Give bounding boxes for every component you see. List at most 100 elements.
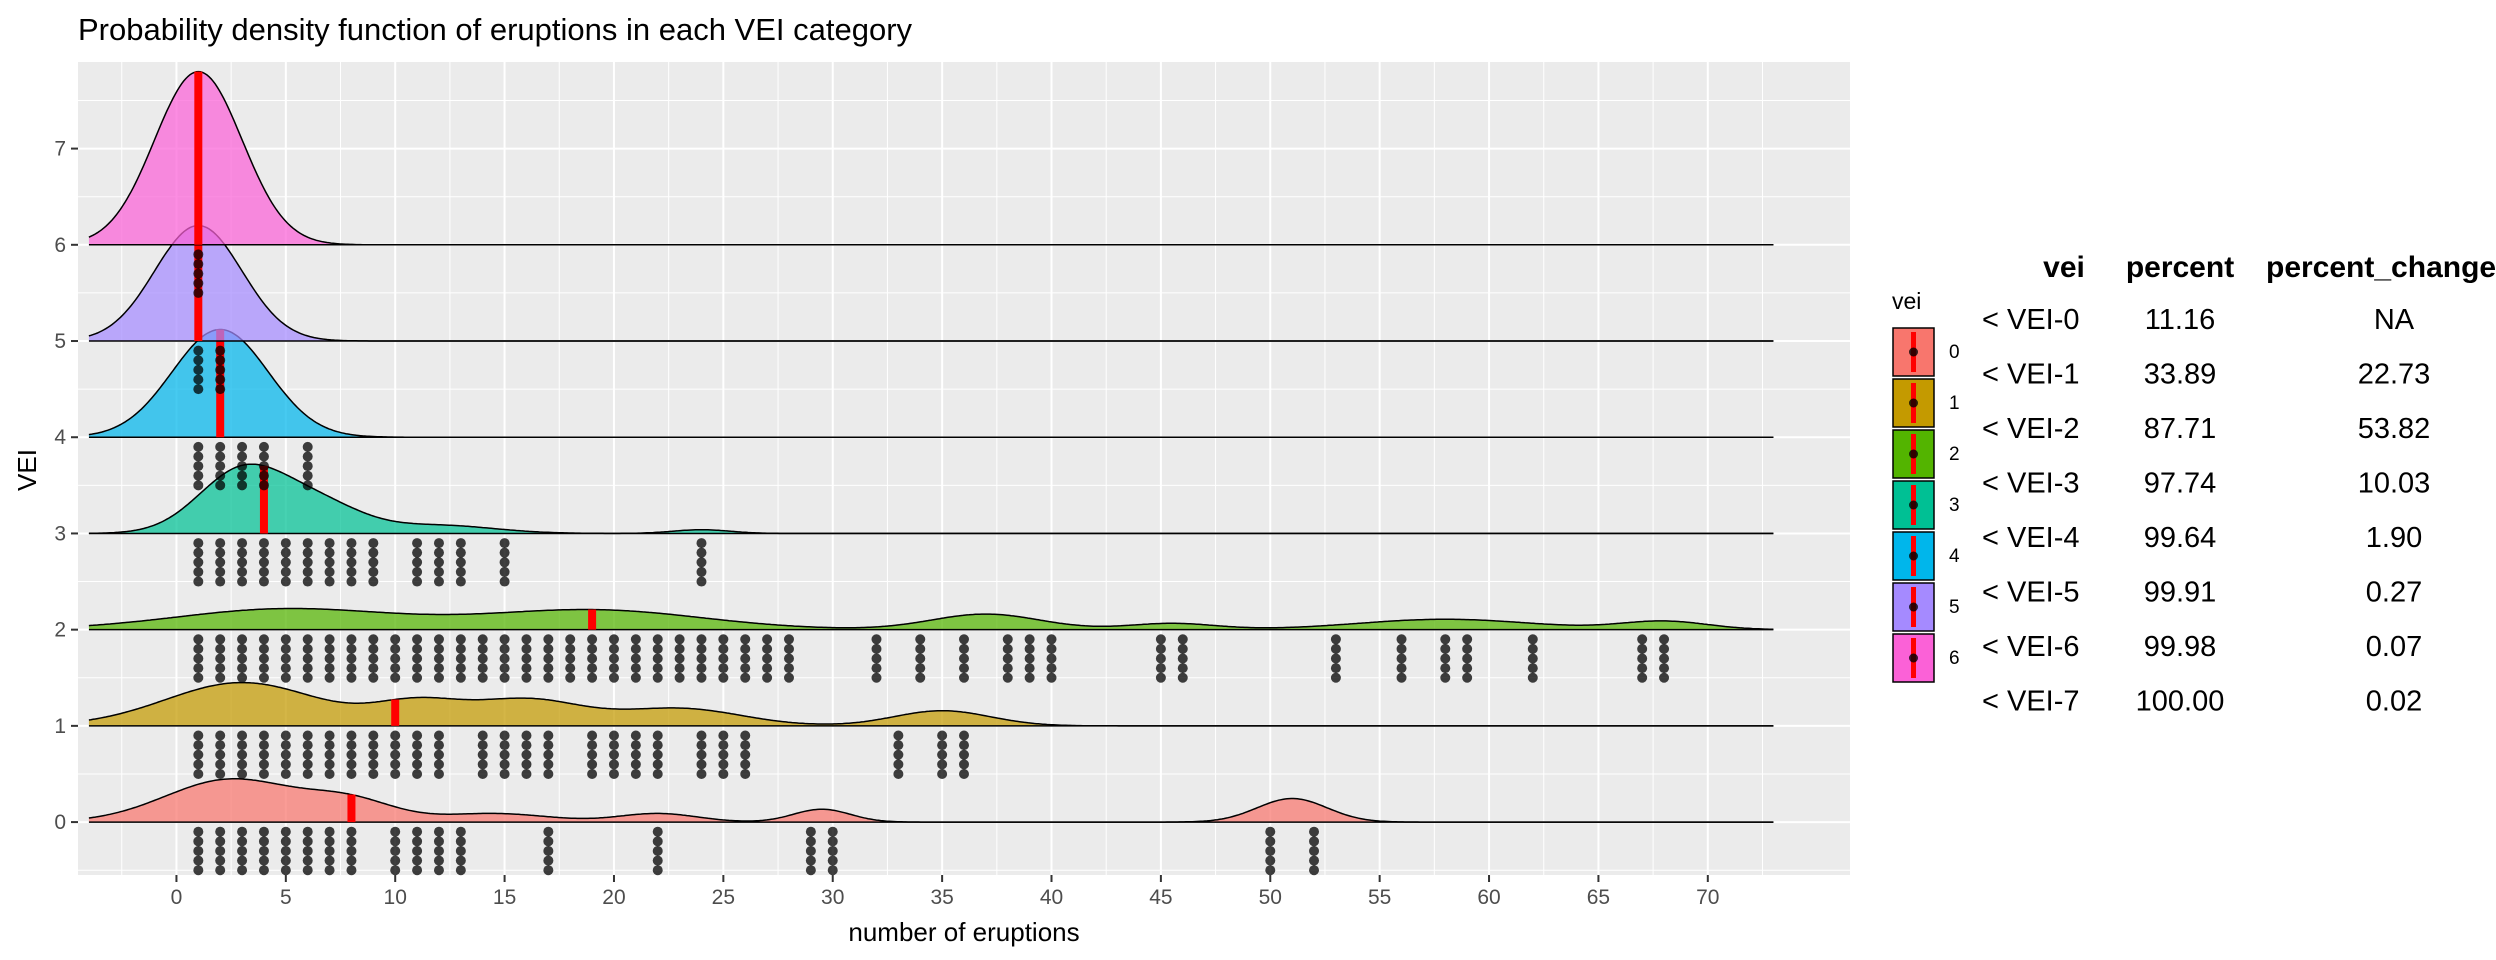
data-point [477,749,488,760]
ridges [88,70,1774,876]
data-point [215,672,226,683]
data-point [368,576,379,587]
data-point [1440,672,1451,683]
data-point [587,759,598,770]
data-point [783,643,794,654]
data-point [521,663,532,674]
data-point [324,855,335,866]
data-point [193,566,204,577]
data-point [237,855,248,866]
data-point [499,576,510,587]
data-point [193,634,204,645]
data-point [543,845,554,856]
data-point [521,730,532,741]
ridge-fill-1 [88,682,1774,726]
table-header-percent_change: percent_change [2266,251,2496,284]
data-point [1046,643,1057,654]
data-point [1637,634,1648,645]
data-point [215,441,226,452]
data-point [1002,672,1013,683]
data-point [718,643,729,654]
data-point [302,845,313,856]
data-point [608,643,619,654]
data-point [280,759,291,770]
data-point [652,826,663,837]
data-point [959,672,969,683]
legend-label-3: 3 [1949,495,1960,516]
data-point [412,576,423,587]
data-point [937,759,948,770]
data-point [718,749,729,760]
data-point [696,653,707,664]
data-point [346,855,357,866]
data-point [193,730,204,741]
data-point [1155,634,1166,645]
data-point [1024,643,1035,654]
data-point [215,855,226,866]
data-point [302,480,313,491]
x-tick-label: 35 [930,886,953,909]
data-point [696,547,707,558]
data-point [324,759,335,770]
data-point [412,643,423,654]
chart-title: Probability density function of eruption… [78,12,913,47]
data-point [1024,634,1035,645]
data-point [740,653,751,664]
data-point [1527,634,1538,645]
data-point [258,461,269,472]
data-point [258,672,269,683]
summary-table: vei percent percent_change < VEI-0 11.16 NA < … [1982,251,2496,718]
data-point [346,576,357,587]
data-point [302,653,313,664]
data-point [412,557,423,568]
data-point [521,653,532,664]
data-point [237,740,248,751]
table-cell: 97.74 [2144,468,2217,500]
data-point [1659,663,1670,674]
data-point [1659,672,1670,683]
data-point [237,538,248,549]
data-point [1155,663,1166,674]
data-point [499,538,510,549]
data-point [783,672,794,683]
data-point [346,557,357,568]
data-point [433,740,444,751]
data-point [390,663,401,674]
legend-key-point [1909,551,1918,561]
data-point [280,672,291,683]
data-point [718,768,729,779]
data-point [499,740,510,751]
data-point [390,643,401,654]
data-point [1462,672,1473,683]
data-point [1309,865,1320,876]
data-point [696,730,707,741]
y-tick-label: 7 [54,138,66,161]
data-point [258,653,269,664]
data-point [324,576,335,587]
data-point [827,865,838,876]
data-point [280,653,291,664]
data-point [696,557,707,568]
data-point [521,749,532,760]
data-point [959,730,969,741]
data-point [193,557,204,568]
data-point [237,768,248,779]
data-point [959,759,969,770]
data-point [258,480,269,491]
data-point [215,538,226,549]
data-point [193,384,204,395]
ridge-3 [88,463,1774,587]
data-point [390,653,401,664]
data-point [762,653,773,664]
data-point [215,470,226,481]
data-point [521,759,532,770]
data-point [193,268,204,279]
data-point [1046,663,1057,674]
data-point [280,557,291,568]
data-point [915,672,926,683]
data-point [193,855,204,866]
data-point [368,759,379,770]
data-point [1177,634,1188,645]
data-point [390,836,401,847]
data-point [346,759,357,770]
